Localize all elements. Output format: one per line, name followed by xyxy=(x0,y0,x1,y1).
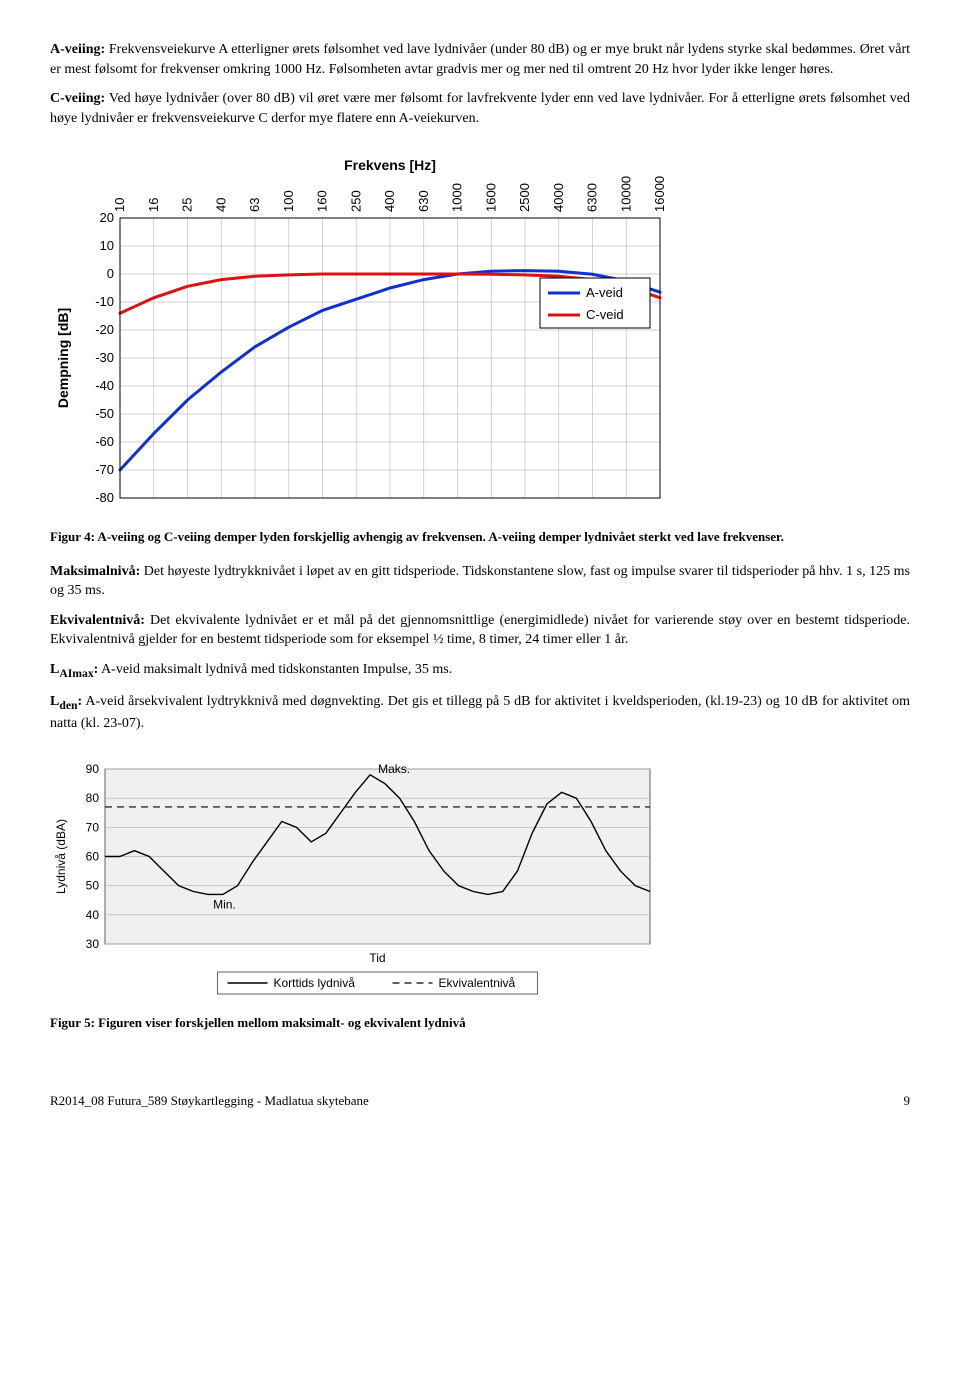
page-footer: R2014_08 Futura_589 Støykartlegging - Ma… xyxy=(50,1092,910,1110)
bold-lden: Lden: xyxy=(50,694,82,709)
para-a-veiing: A-veiing: Frekvensveiekurve A etterligne… xyxy=(50,40,910,79)
svg-text:70: 70 xyxy=(86,820,100,834)
svg-text:0: 0 xyxy=(107,266,114,281)
svg-text:C-veid: C-veid xyxy=(586,307,624,322)
text-a: Frekvensveiekurve A etterligner ørets fø… xyxy=(50,42,910,77)
para-lden: Lden: A-veid årsekvivalent lydtrykknivå … xyxy=(50,692,910,734)
svg-text:-20: -20 xyxy=(95,322,114,337)
footer-right: 9 xyxy=(904,1092,911,1110)
caption-figur-4: Figur 4: A-veiing og C-veiing demper lyd… xyxy=(50,528,910,546)
svg-text:80: 80 xyxy=(86,791,100,805)
svg-text:-50: -50 xyxy=(95,406,114,421)
svg-text:60: 60 xyxy=(86,849,100,863)
chart-max-equiv: 90 80 70 60 50 40 30 Maks. Min. Lydnivå (dBA) Tid K… xyxy=(50,754,910,1004)
svg-text:90: 90 xyxy=(86,762,100,776)
svg-text:10: 10 xyxy=(100,238,114,253)
chart-frequency-weighting: Frekvens [Hz]Dempning [dB]20100-10-20-30… xyxy=(50,148,910,518)
svg-text:63: 63 xyxy=(247,198,262,212)
text-lden: A-veid årsekvivalent lydtrykknivå med dø… xyxy=(50,694,910,731)
bold-a: A-veiing: xyxy=(50,42,105,57)
svg-text:100: 100 xyxy=(281,191,296,213)
svg-text:160: 160 xyxy=(315,191,330,213)
text-c: Ved høye lydnivåer (over 80 dB) vil øret… xyxy=(50,91,910,126)
para-ekvivalent: Ekvivalentnivå: Det ekvivalente lydnivåe… xyxy=(50,611,910,650)
caption-figur-5: Figur 5: Figuren viser forskjellen mello… xyxy=(50,1014,910,1032)
svg-text:Maks.: Maks. xyxy=(378,762,410,776)
text-laimax: A-veid maksimalt lydnivå med tidskonstan… xyxy=(98,662,452,677)
svg-text:10: 10 xyxy=(112,198,127,212)
svg-text:250: 250 xyxy=(348,191,363,213)
bold-ekv: Ekvivalentnivå: xyxy=(50,613,145,628)
svg-text:-70: -70 xyxy=(95,462,114,477)
svg-text:16000: 16000 xyxy=(652,176,667,212)
svg-text:4000: 4000 xyxy=(551,183,566,212)
svg-text:Min.: Min. xyxy=(213,897,236,911)
svg-text:A-veid: A-veid xyxy=(586,285,623,300)
svg-text:Dempning [dB]: Dempning [dB] xyxy=(55,308,71,408)
svg-text:Tid: Tid xyxy=(369,951,385,965)
svg-text:Korttids lydnivå: Korttids lydnivå xyxy=(274,976,356,990)
svg-text:30: 30 xyxy=(86,937,100,951)
svg-text:-10: -10 xyxy=(95,294,114,309)
bold-laimax: LAImax: xyxy=(50,662,98,677)
para-laimax: LAImax: A-veid maksimalt lydnivå med tid… xyxy=(50,660,910,682)
para-c-veiing: C-veiing: Ved høye lydnivåer (over 80 dB… xyxy=(50,89,910,128)
svg-text:-30: -30 xyxy=(95,350,114,365)
svg-text:1600: 1600 xyxy=(483,183,498,212)
para-maksimal: Maksimalnivå: Det høyeste lydtrykknivået… xyxy=(50,562,910,601)
svg-text:1000: 1000 xyxy=(450,183,465,212)
footer-left: R2014_08 Futura_589 Støykartlegging - Ma… xyxy=(50,1092,369,1110)
bold-maks: Maksimalnivå: xyxy=(50,564,140,579)
svg-text:40: 40 xyxy=(213,198,228,212)
svg-text:630: 630 xyxy=(416,191,431,213)
svg-text:16: 16 xyxy=(146,198,161,212)
text-ekv: Det ekvivalente lydnivået er et mål på d… xyxy=(50,613,910,648)
svg-text:25: 25 xyxy=(180,198,195,212)
svg-text:-40: -40 xyxy=(95,378,114,393)
svg-text:2500: 2500 xyxy=(517,183,532,212)
svg-text:40: 40 xyxy=(86,908,100,922)
text-maks: Det høyeste lydtrykknivået i løpet av en… xyxy=(50,564,910,599)
svg-text:10000: 10000 xyxy=(618,176,633,212)
svg-text:6300: 6300 xyxy=(585,183,600,212)
svg-text:Lydnivå (dBA): Lydnivå (dBA) xyxy=(54,819,68,894)
svg-text:-80: -80 xyxy=(95,490,114,505)
svg-text:50: 50 xyxy=(86,878,100,892)
bold-c: C-veiing: xyxy=(50,91,105,106)
svg-text:Ekvivalentnivå: Ekvivalentnivå xyxy=(439,976,516,990)
svg-text:400: 400 xyxy=(382,191,397,213)
svg-text:Frekvens [Hz]: Frekvens [Hz] xyxy=(344,157,436,173)
svg-text:-60: -60 xyxy=(95,434,114,449)
